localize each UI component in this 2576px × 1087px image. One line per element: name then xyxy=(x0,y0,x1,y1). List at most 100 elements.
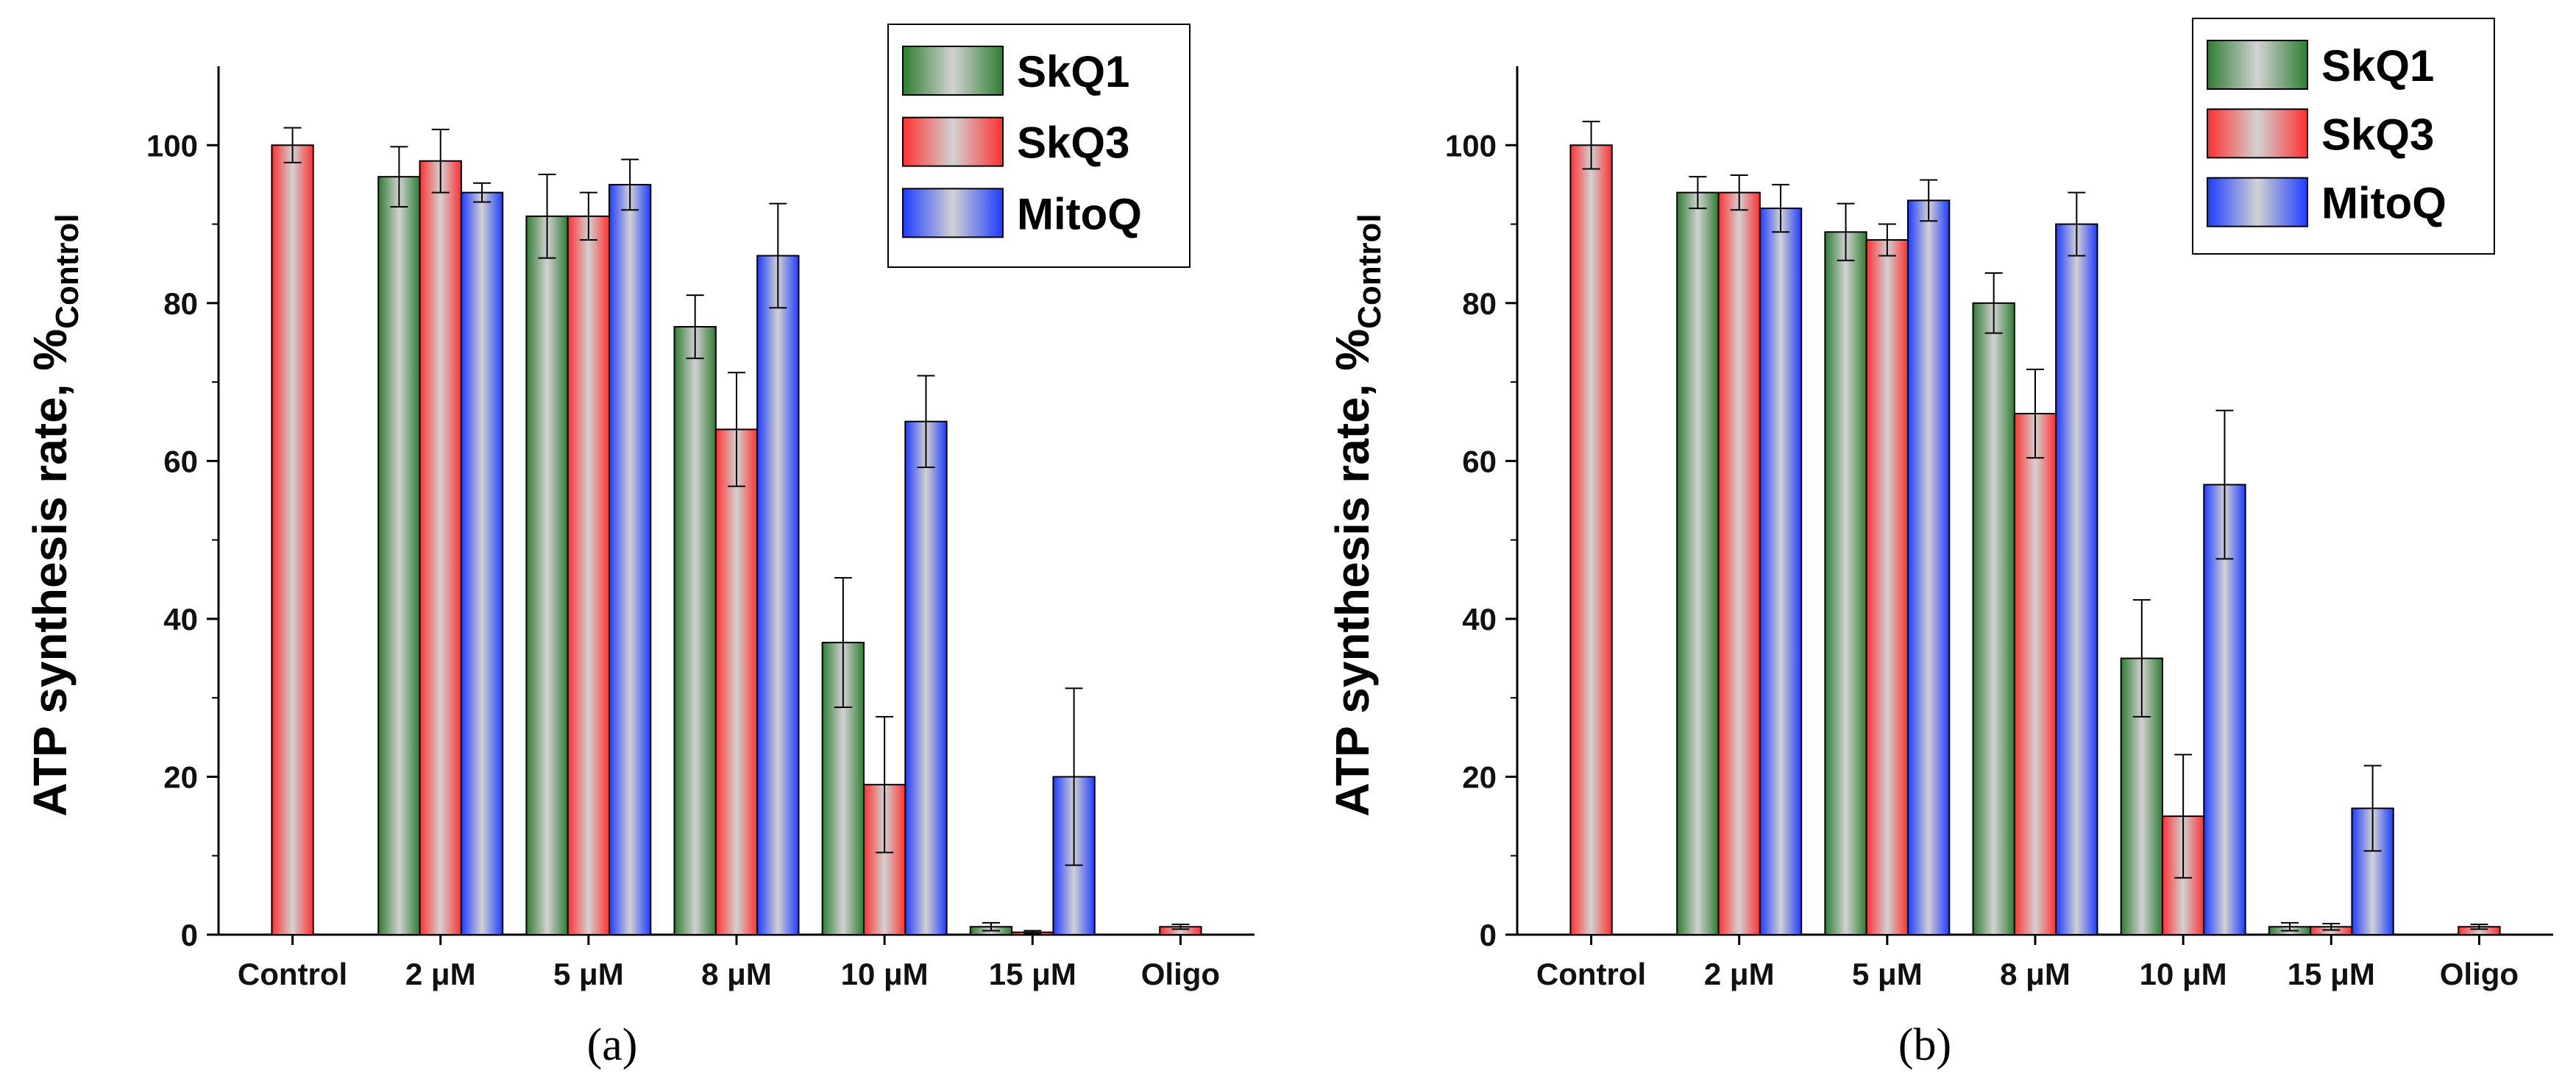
y-axis-label: ATP synthesis rate, %Control xyxy=(1326,213,1388,816)
error-bar-mitoq-5-um xyxy=(621,158,639,211)
error-bar-skq3-8-um xyxy=(728,372,745,487)
legend-label-skq1: SkQ1 xyxy=(2321,41,2434,91)
error-bar-skq3-15-um xyxy=(2322,922,2341,931)
legend-label-mitoq: MitoQ xyxy=(2321,179,2447,228)
error-bar-mitoq-2-um xyxy=(1772,183,1790,233)
legend-swatch-skq1 xyxy=(902,46,1004,96)
error-bar-mitoq-15-um xyxy=(2363,765,2382,852)
legend-swatch-skq3 xyxy=(902,116,1004,167)
bar-skq3-control xyxy=(1569,144,1613,936)
bar-mitoq-5-um xyxy=(1907,199,1951,935)
x-tick-label-oligo: Oligo xyxy=(2440,957,2519,991)
legend-swatch-mitoq xyxy=(2207,177,2308,227)
error-bar-skq3-2-um xyxy=(431,128,450,194)
y-tick-label: 20 xyxy=(163,760,198,794)
bar-skq1-8-um xyxy=(1972,302,2015,935)
x-tick-label-control: Control xyxy=(238,957,347,991)
error-bar-skq1-15-um xyxy=(2280,921,2299,932)
bar-skq1-5-um xyxy=(1824,231,1867,936)
error-bar-skq1-10-um xyxy=(2132,599,2151,718)
y-tick-label: 80 xyxy=(163,286,198,321)
bar-mitoq-10-um xyxy=(2203,484,2246,935)
y-tick-label: 80 xyxy=(1462,286,1497,321)
bar-skq3-8-um xyxy=(2013,413,2057,935)
error-bar-skq3-5-um xyxy=(1878,223,1896,257)
x-tick-label-oligo: Oligo xyxy=(1141,957,1220,991)
error-bar-mitoq-15-um xyxy=(1065,687,1083,866)
legend-swatch-skq1 xyxy=(2207,40,2308,90)
x-tick-label-8-um: 8 μM xyxy=(701,957,772,991)
bar-mitoq-2-um xyxy=(460,191,504,935)
y-axis-label-main: ATP synthesis rate, % xyxy=(24,329,77,817)
error-bar-skq3-oligo xyxy=(1171,924,1190,930)
bar-skq1-2-um xyxy=(377,176,421,936)
error-bar-skq3-control xyxy=(283,127,302,163)
legend-swatch-mitoq xyxy=(902,188,1004,238)
y-axis-label-main: ATP synthesis rate, % xyxy=(1326,329,1379,817)
legend: SkQ1 SkQ3 MitoQ xyxy=(2192,18,2495,255)
bar-skq1-2-um xyxy=(1676,191,1720,935)
x-tick-label-10-um: 10 μM xyxy=(2140,957,2227,991)
legend: SkQ1 SkQ3 MitoQ xyxy=(887,24,1191,268)
error-bar-skq3-8-um xyxy=(2026,368,2044,459)
y-tick-label: 40 xyxy=(1462,602,1497,637)
y-tick-label: 0 xyxy=(1480,918,1497,952)
error-bar-mitoq-10-um xyxy=(2215,409,2234,560)
panel-label: (b) xyxy=(1898,1020,1951,1070)
bar-skq3-5-um xyxy=(1865,239,1909,935)
panel-label: (a) xyxy=(587,1020,638,1070)
bar-skq3-2-um xyxy=(419,160,462,935)
error-bar-skq3-5-um xyxy=(579,191,597,241)
error-bar-skq3-10-um xyxy=(2174,754,2193,879)
x-tick-label-15-um: 15 μM xyxy=(2288,957,2375,991)
y-tick-label: 0 xyxy=(181,918,198,952)
x-tick-label-5-um: 5 μM xyxy=(1852,957,1923,991)
error-bar-skq3-15-um xyxy=(1023,930,1042,935)
error-bar-skq3-oligo xyxy=(2470,924,2488,930)
error-bar-skq1-15-um xyxy=(982,921,1000,932)
bar-mitoq-8-um xyxy=(756,255,800,936)
x-tick-label-2-um: 2 μM xyxy=(1704,957,1775,991)
error-bar-skq3-control xyxy=(1582,121,1600,170)
error-bar-mitoq-8-um xyxy=(2068,191,2086,257)
y-tick-label: 60 xyxy=(163,444,198,478)
bar-mitoq-8-um xyxy=(2055,223,2098,935)
bar-skq3-5-um xyxy=(567,215,611,935)
bar-skq3-2-um xyxy=(1717,191,1761,935)
error-bar-mitoq-8-um xyxy=(769,202,787,309)
y-axis-label-sub: Control xyxy=(1352,213,1388,328)
error-bar-skq3-2-um xyxy=(1730,174,1748,211)
y-axis-label: ATP synthesis rate, %Control xyxy=(24,213,85,816)
chart-panel-a: 0 20 40 60 80 100 Control 2 μM 5 μM 8 μM 10 μM 15 μ… xyxy=(24,24,1255,1070)
x-tick-label-10-um: 10 μM xyxy=(841,957,929,991)
y-tick-label: 100 xyxy=(1445,128,1497,163)
legend-label-skq1: SkQ1 xyxy=(1017,47,1129,96)
bar-skq1-5-um xyxy=(525,215,569,935)
error-bar-mitoq-10-um xyxy=(917,375,935,468)
bar-mitoq-10-um xyxy=(904,420,948,935)
error-bar-skq1-8-um xyxy=(1984,272,2003,334)
x-tick-label-control: Control xyxy=(1536,957,1646,991)
error-bar-skq1-2-um xyxy=(1689,176,1707,210)
error-bar-skq1-5-um xyxy=(538,173,556,259)
x-tick-label-15-um: 15 μM xyxy=(989,957,1076,991)
x-tick-label-2-um: 2 μM xyxy=(405,957,476,991)
bar-skq3-control xyxy=(271,144,314,936)
bar-skq3-8-um xyxy=(714,428,759,935)
error-bar-skq1-8-um xyxy=(686,294,704,359)
error-bar-mitoq-5-um xyxy=(1920,179,1938,222)
y-tick-label: 20 xyxy=(1462,760,1497,794)
y-tick-label: 100 xyxy=(146,128,198,163)
error-bar-skq1-5-um xyxy=(1837,202,1855,261)
error-bar-skq3-10-um xyxy=(876,715,894,854)
y-tick-label: 40 xyxy=(163,602,198,637)
legend-label-skq3: SkQ3 xyxy=(2321,110,2434,159)
chart-panel-b: 0 20 40 60 80 100 Control 2 μM 5 μM 8 μM 10 μM 15 μ… xyxy=(1326,18,2553,1070)
legend-label-mitoq: MitoQ xyxy=(1017,189,1142,238)
bar-skq1-8-um xyxy=(673,326,717,935)
x-tick-label-5-um: 5 μM xyxy=(553,957,624,991)
bar-mitoq-5-um xyxy=(608,183,652,935)
y-axis-label-sub: Control xyxy=(49,213,85,328)
legend-swatch-skq3 xyxy=(2207,108,2308,159)
